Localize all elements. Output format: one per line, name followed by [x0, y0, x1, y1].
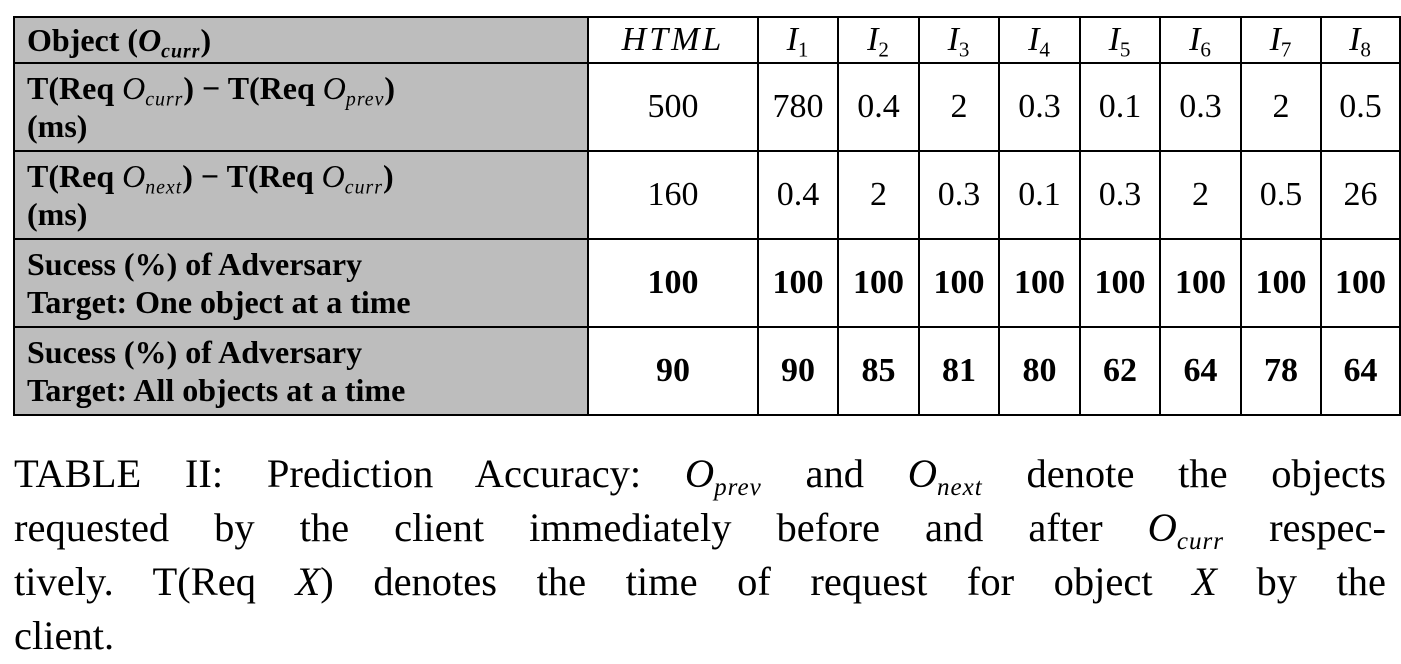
- table-cell: 0.3: [1079, 150, 1161, 240]
- row-label-success-one: Sucess (%) of Adversary Target: One obje…: [13, 238, 589, 328]
- table-cell: 0.5: [1240, 150, 1322, 240]
- row-label-success-all: Sucess (%) of Adversary Target: All obje…: [13, 326, 589, 416]
- table-cell: 100: [918, 238, 1000, 328]
- table-cell: 100: [998, 238, 1081, 328]
- row-label-line: T(Req Onext) − T(Req Ocurr): [27, 157, 394, 198]
- table-cell: 90: [757, 326, 839, 416]
- table-cell: 90: [587, 326, 759, 416]
- table-cell: 500: [587, 62, 759, 152]
- table-cell: 0.3: [998, 62, 1081, 152]
- table-row: T(Req Ocurr) − T(Req Oprev) (ms) 500 780…: [13, 62, 1401, 152]
- table-header-row: Object (Ocurr) HTML I1 I2 I3 I4 I5 I6 I7…: [13, 16, 1401, 64]
- table-cell: 81: [918, 326, 1000, 416]
- table-cell: 85: [837, 326, 920, 416]
- row-label-timing-next: T(Req Onext) − T(Req Ocurr) (ms): [13, 150, 589, 240]
- col-header-i4: I4: [998, 16, 1081, 64]
- table-cell: 2: [1240, 62, 1322, 152]
- table-cell: 0.3: [1159, 62, 1242, 152]
- col-header-i2: I2: [837, 16, 920, 64]
- row-label-line: Target: All objects at a time: [27, 372, 406, 408]
- table-cell: 2: [918, 62, 1000, 152]
- col-header-i5: I5: [1079, 16, 1161, 64]
- table-row: T(Req Onext) − T(Req Ocurr) (ms) 160 0.4…: [13, 150, 1401, 240]
- table-cell: 100: [1240, 238, 1322, 328]
- col-header-i3: I3: [918, 16, 1000, 64]
- table-row: Sucess (%) of Adversary Target: One obje…: [13, 238, 1401, 328]
- table-cell: 0.4: [757, 150, 839, 240]
- caption-line: requested by the client immediately befo…: [14, 505, 1386, 556]
- row-label-line: Sucess (%) of Adversary: [27, 245, 363, 282]
- caption-line: tively. T(Req X) denotes the time of req…: [14, 559, 1386, 604]
- caption-line: TABLE II: Prediction Accuracy: Oprev and…: [14, 451, 1386, 502]
- table-cell: 100: [837, 238, 920, 328]
- table-cell: 0.3: [918, 150, 1000, 240]
- col-header-i6: I6: [1159, 16, 1242, 64]
- table-cell: 100: [1079, 238, 1161, 328]
- caption-line: client.: [14, 613, 115, 658]
- table-cell: 78: [1240, 326, 1322, 416]
- col-header-i7: I7: [1240, 16, 1322, 64]
- table-cell: 100: [587, 238, 759, 328]
- table-cell: 2: [837, 150, 920, 240]
- col-header-i8: I8: [1320, 16, 1401, 64]
- table-cell: 0.4: [837, 62, 920, 152]
- table-cell: 26: [1320, 150, 1401, 240]
- col-header-i1: I1: [757, 16, 839, 64]
- row-label-line: T(Req Ocurr) − T(Req Oprev): [27, 69, 396, 110]
- table-cell: 0.5: [1320, 62, 1401, 152]
- table-cell: 160: [587, 150, 759, 240]
- table-row: Sucess (%) of Adversary Target: All obje…: [13, 326, 1401, 416]
- table-cell: 62: [1079, 326, 1161, 416]
- header-label-cell: Object (Ocurr): [13, 16, 589, 64]
- table-cell: 2: [1159, 150, 1242, 240]
- row-label-line: Target: One object at a time: [27, 284, 411, 320]
- table-cell: 0.1: [1079, 62, 1161, 152]
- table-cell: 80: [998, 326, 1081, 416]
- table-cell: 100: [1159, 238, 1242, 328]
- row-label-timing-prev: T(Req Ocurr) − T(Req Oprev) (ms): [13, 62, 589, 152]
- table-cell: 0.1: [998, 150, 1081, 240]
- table-cell: 64: [1159, 326, 1242, 416]
- results-table: Object (Ocurr) HTML I1 I2 I3 I4 I5 I6 I7…: [13, 16, 1401, 416]
- row-label-line: Sucess (%) of Adversary: [27, 333, 363, 370]
- table-cell: 100: [1320, 238, 1401, 328]
- row-label-unit: (ms): [27, 196, 88, 232]
- row-label-unit: (ms): [27, 108, 88, 144]
- table-cell: 100: [757, 238, 839, 328]
- table-cell: 780: [757, 62, 839, 152]
- table-caption: TABLE II: Prediction Accuracy: Oprev and…: [14, 447, 1386, 663]
- table-cell: 64: [1320, 326, 1401, 416]
- col-header-html: HTML: [587, 16, 759, 64]
